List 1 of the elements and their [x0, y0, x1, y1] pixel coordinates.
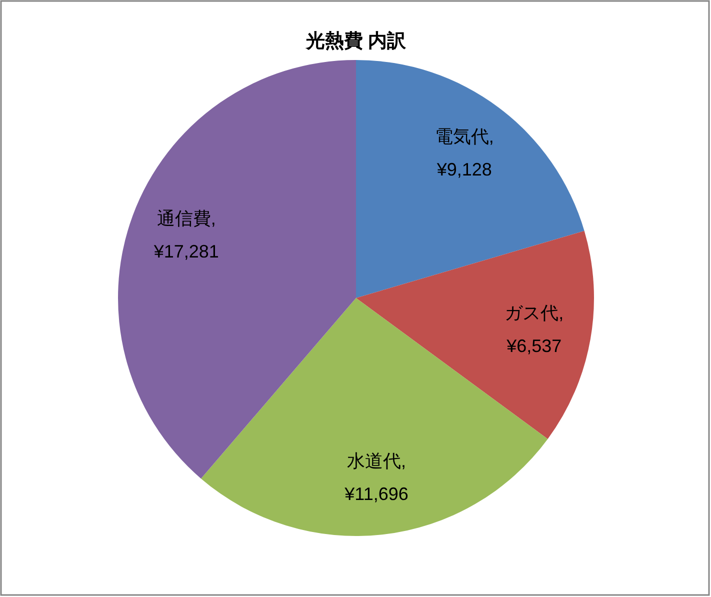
title: 光熱費 内訳: [306, 31, 406, 52]
